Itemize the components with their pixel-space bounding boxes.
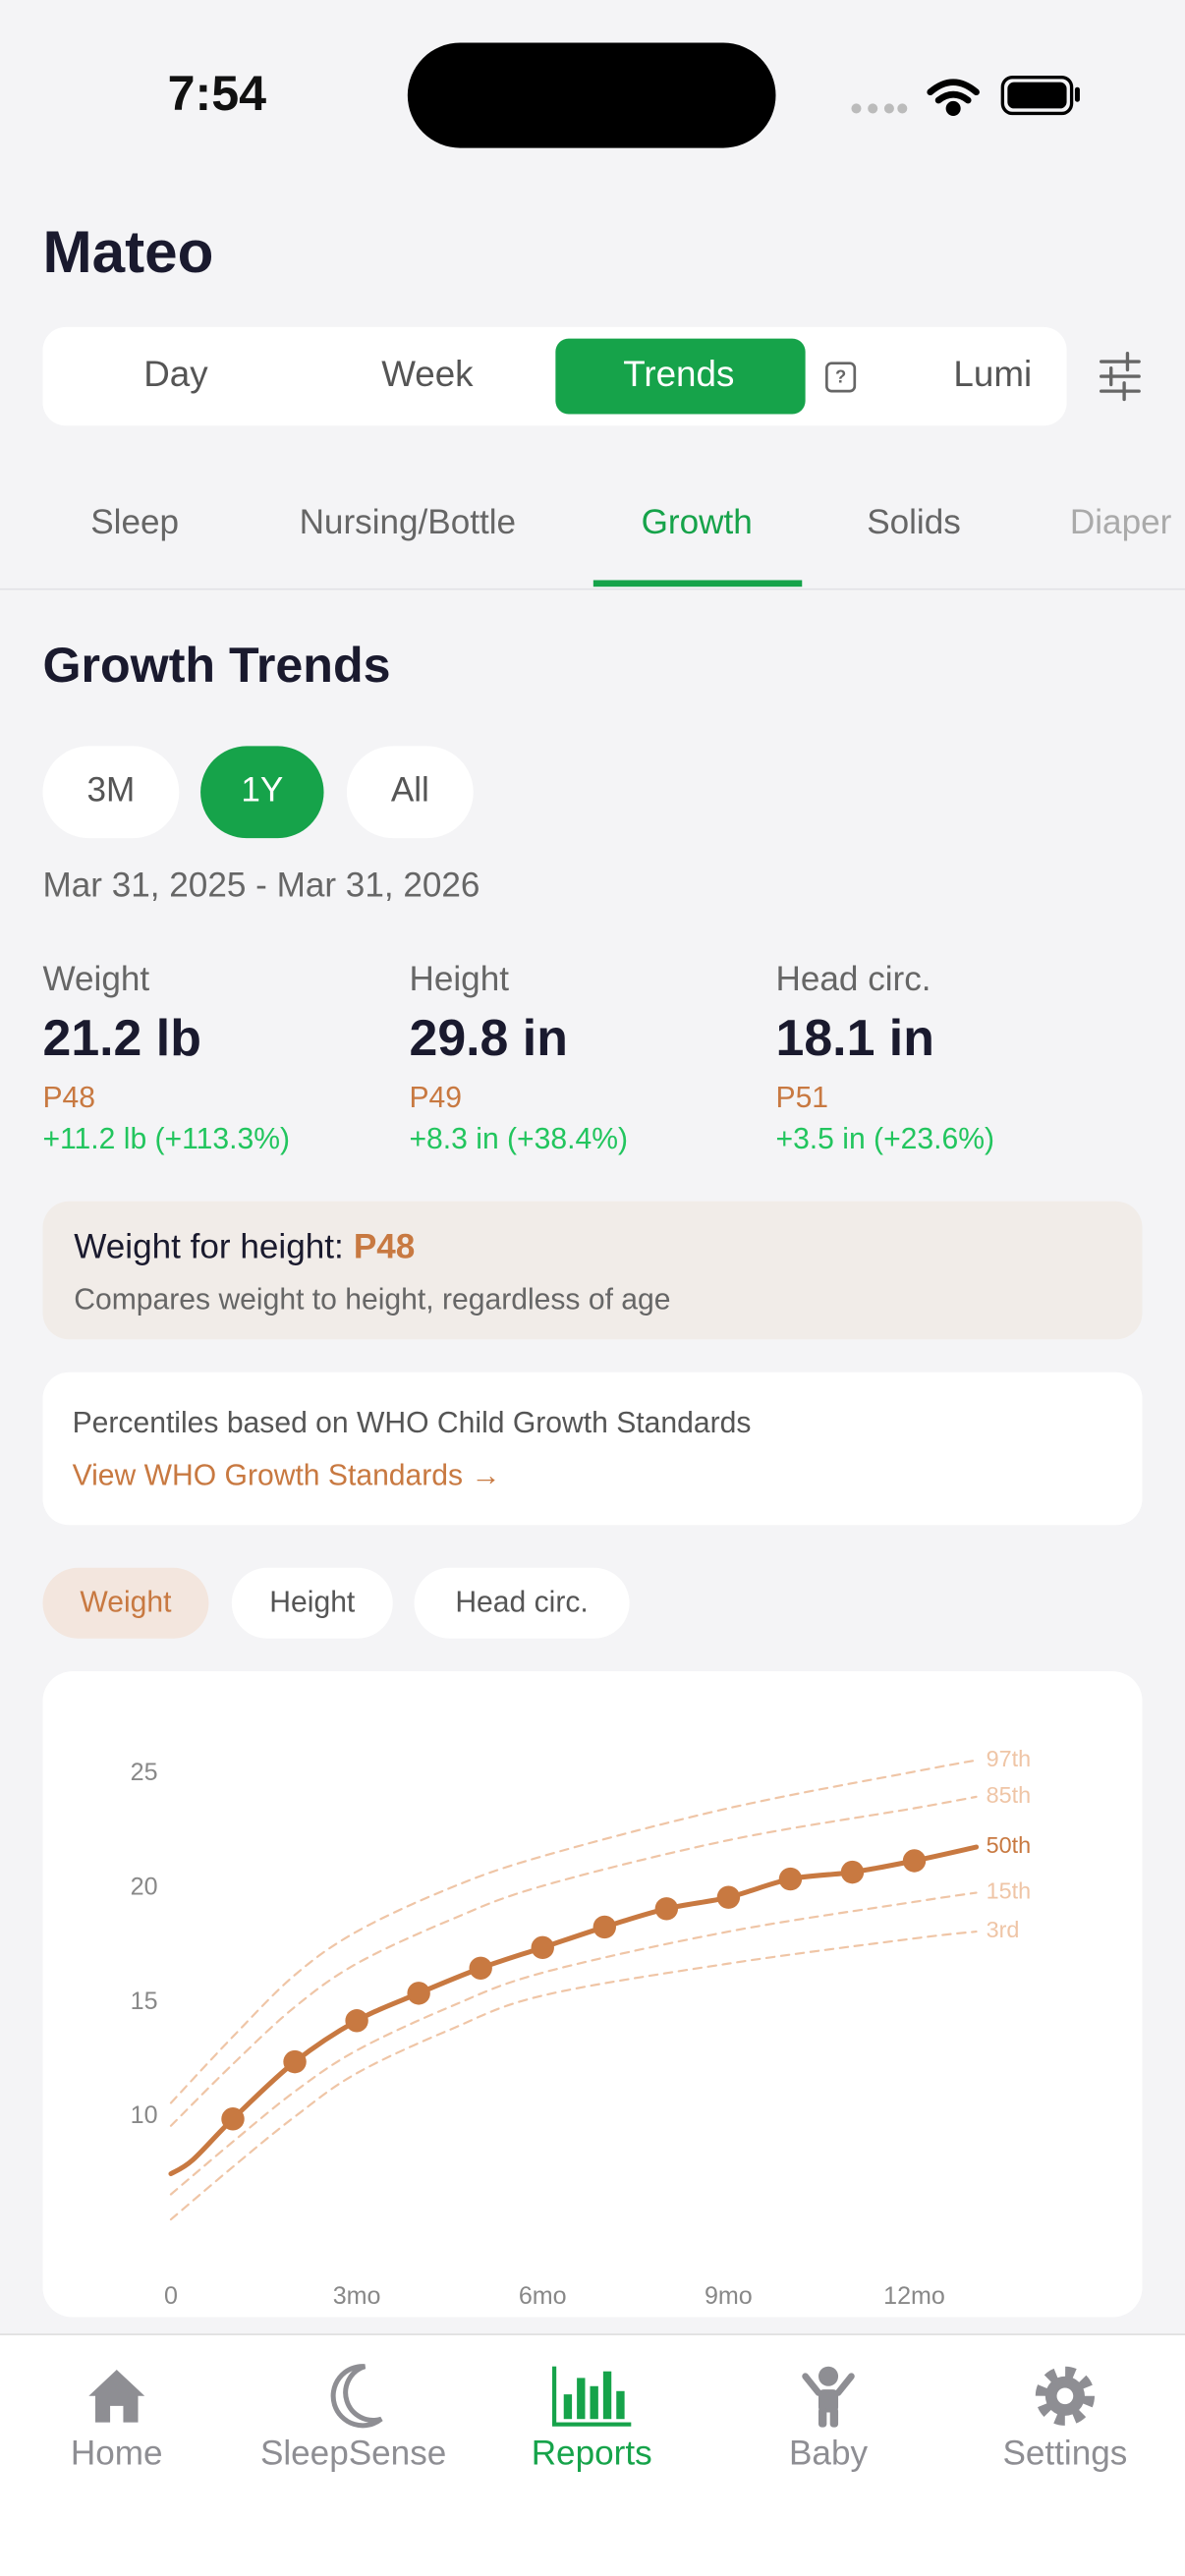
profile-name: Mateo <box>42 218 213 285</box>
metric-chip[interactable] <box>42 1567 209 1639</box>
measurement-point <box>654 1897 679 1921</box>
signal <box>851 103 908 114</box>
percentile-curve <box>169 1891 978 2196</box>
wfh-note: Compares weight to height, regardless of… <box>74 1284 670 1316</box>
chip-label: Height <box>269 1587 356 1619</box>
nav-label[interactable]: Baby <box>789 2434 868 2472</box>
category-tab[interactable]: Solids <box>867 503 961 541</box>
stat-label: Height <box>409 960 509 998</box>
x-tick-label: 12mo <box>883 2282 945 2310</box>
measurement-point <box>840 1860 865 1884</box>
series-label: 15th <box>987 1878 1032 1904</box>
y-tick-label: 20 <box>131 1874 158 1901</box>
wifi <box>927 79 980 116</box>
percentile-curve <box>169 1759 978 2104</box>
baby-icon[interactable] <box>802 2366 855 2428</box>
category-tab[interactable]: Diaper <box>1070 503 1172 541</box>
series-label: 50th <box>987 1832 1032 1858</box>
tab-underline <box>592 580 803 588</box>
view-tab[interactable]: Lumi <box>953 354 1032 394</box>
category-tab[interactable]: Nursing/Bottle <box>300 503 517 541</box>
chart-card <box>42 1671 1143 2318</box>
nav-label[interactable]: Reports <box>532 2434 652 2472</box>
dynamic-island <box>407 42 776 148</box>
measurement-point <box>592 1915 616 1939</box>
measurement-point <box>716 1885 741 1909</box>
moon-icon[interactable] <box>330 2364 383 2429</box>
range-label: 1Y <box>241 771 283 810</box>
stat-value: 18.1 in <box>776 1009 934 1066</box>
stat-label: Weight <box>42 960 149 998</box>
who-text: Percentiles based on WHO Child Growth St… <box>73 1407 752 1439</box>
nav-label[interactable]: SleepSense <box>260 2434 446 2472</box>
measurement-point <box>345 2009 368 2033</box>
nav-label[interactable]: Settings <box>1002 2434 1127 2472</box>
range-pill[interactable] <box>346 746 474 839</box>
view-tab[interactable]: Week <box>381 354 474 394</box>
series-label: 85th <box>987 1782 1032 1808</box>
category-tab[interactable]: Sleep <box>90 503 179 541</box>
x-tick-label: 3mo <box>333 2282 381 2310</box>
x-tick-label: 0 <box>164 2282 178 2310</box>
battery <box>1000 75 1080 116</box>
stat-change: +11.2 lb (+113.3%) <box>42 1123 290 1155</box>
wfh-value: P48 <box>354 1228 415 1266</box>
status-time: 7:54 <box>168 66 267 121</box>
stat-change: +3.5 in (+23.6%) <box>776 1123 995 1155</box>
x-tick-label: 9mo <box>705 2282 753 2310</box>
svg-text:?: ? <box>835 366 846 387</box>
y-tick-label: 25 <box>131 1759 158 1786</box>
stat-change: +8.3 in (+38.4%) <box>409 1123 628 1155</box>
view-tab[interactable]: Day <box>143 354 208 394</box>
series-label: 97th <box>987 1746 1032 1771</box>
measurement-point <box>283 2049 307 2074</box>
wfh-line: Weight for height: P48 <box>74 1228 415 1266</box>
y-tick-label: 10 <box>131 2101 158 2129</box>
measurement-point <box>469 1956 492 1980</box>
chip-label: Weight <box>80 1587 172 1619</box>
view-tabs <box>42 326 1067 426</box>
who-link[interactable]: View WHO Growth Standards → <box>73 1460 501 1492</box>
y-tick-label: 15 <box>131 1988 158 2015</box>
percentile-curve <box>169 1795 978 2127</box>
tab-bar <box>0 2333 1185 2576</box>
filter-icon[interactable] <box>1100 351 1141 402</box>
nav-label[interactable]: Home <box>71 2434 163 2472</box>
active-tab-bg <box>555 338 806 415</box>
measurement-point <box>531 1935 554 1960</box>
stat-label: Head circ. <box>776 960 931 998</box>
range-label: All <box>391 771 429 810</box>
metric-chip[interactable] <box>414 1567 630 1639</box>
view-tab[interactable]: Trends <box>623 354 734 394</box>
metric-chip[interactable] <box>231 1567 393 1639</box>
wfh-card <box>42 1201 1143 1340</box>
chip-label: Head circ. <box>455 1587 588 1619</box>
category-tab[interactable]: Growth <box>642 503 753 541</box>
section-title: Growth Trends <box>42 638 390 693</box>
stat-percentile: P49 <box>409 1082 462 1114</box>
x-tick-label: 6mo <box>519 2282 567 2310</box>
measurement-point <box>221 2107 245 2131</box>
percentile-curve <box>169 1930 978 2221</box>
date-range: Mar 31, 2025 - Mar 31, 2026 <box>42 867 480 905</box>
stat-value: 29.8 in <box>409 1009 567 1066</box>
stat-percentile: P51 <box>776 1082 829 1114</box>
stat-percentile: P48 <box>42 1082 95 1114</box>
help-icon[interactable]: ? <box>825 362 857 393</box>
measurement-point <box>778 1867 803 1891</box>
series-label: 3rd <box>987 1917 1020 1942</box>
stat-value: 21.2 lb <box>42 1009 200 1066</box>
range-label: 3M <box>87 771 136 810</box>
range-pill[interactable] <box>200 746 324 839</box>
range-pill[interactable] <box>42 746 180 839</box>
wfh-label: Weight for height: <box>74 1228 344 1266</box>
measurement-point <box>902 1849 927 1873</box>
reports-icon[interactable] <box>552 2366 632 2427</box>
measurement-point <box>407 1982 430 2005</box>
stats: Weight 21.2 lb P48 +11.2 lb (+113.3%) Height… <box>42 960 994 1155</box>
who-card <box>42 1372 1143 1526</box>
growth-chart: 10 15 20 25 0 3mo 6mo 9mo 12mo 97th 85th 50th 15th 3r… <box>131 1746 1031 2310</box>
